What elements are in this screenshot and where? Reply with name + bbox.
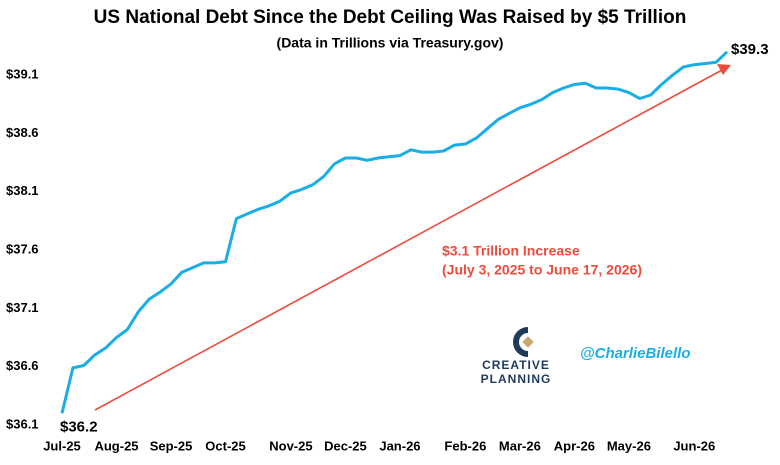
data-line (60, 50, 729, 414)
trend-arrow (94, 69, 723, 411)
logo: CREATIVE PLANNING (481, 327, 552, 386)
arrow-head (717, 64, 731, 75)
x-tick-label: Oct-25 (205, 438, 245, 453)
value-label: $36.2 (60, 418, 98, 435)
x-tick-label: Feb-26 (444, 438, 486, 453)
y-tick-label: $38.1 (6, 183, 39, 198)
y-tick-label: $37.6 (6, 242, 39, 257)
x-tick-label: May-26 (607, 438, 651, 453)
x-tick-label: Jun-26 (673, 438, 715, 453)
y-tick-label: $39.1 (6, 67, 39, 82)
logo-icon (513, 327, 529, 357)
chart-title: US National Debt Since the Debt Ceiling … (94, 7, 687, 28)
logo-text: PLANNING (481, 372, 552, 386)
x-tick-label: Dec-25 (324, 438, 367, 453)
x-tick-label: Sep-25 (150, 438, 193, 453)
y-tick-label: $36.6 (6, 358, 39, 373)
logo-diamond (522, 336, 534, 348)
y-tick-label: $36.1 (6, 416, 39, 431)
value-label: $39.3 (731, 41, 769, 58)
x-tick-label: Aug-25 (94, 438, 138, 453)
x-tick-label: Jul-25 (43, 438, 81, 453)
annotation: $3.1 Trillion Increase (442, 243, 580, 259)
annotation-detail: (July 3, 2025 to June 17, 2026) (442, 262, 642, 278)
x-tick-label: Apr-26 (554, 438, 595, 453)
logo-text: CREATIVE (482, 358, 550, 372)
x-tick-label: Jan-26 (379, 438, 420, 453)
y-tick-label: $38.6 (6, 125, 39, 140)
watermark: @CharlieBilello (580, 345, 691, 362)
x-tick-label: Mar-26 (499, 438, 541, 453)
chart-subtitle: (Data in Trillions via Treasury.gov) (277, 35, 504, 51)
x-tick-label: Nov-25 (269, 438, 312, 453)
y-tick-label: $37.1 (6, 300, 39, 315)
